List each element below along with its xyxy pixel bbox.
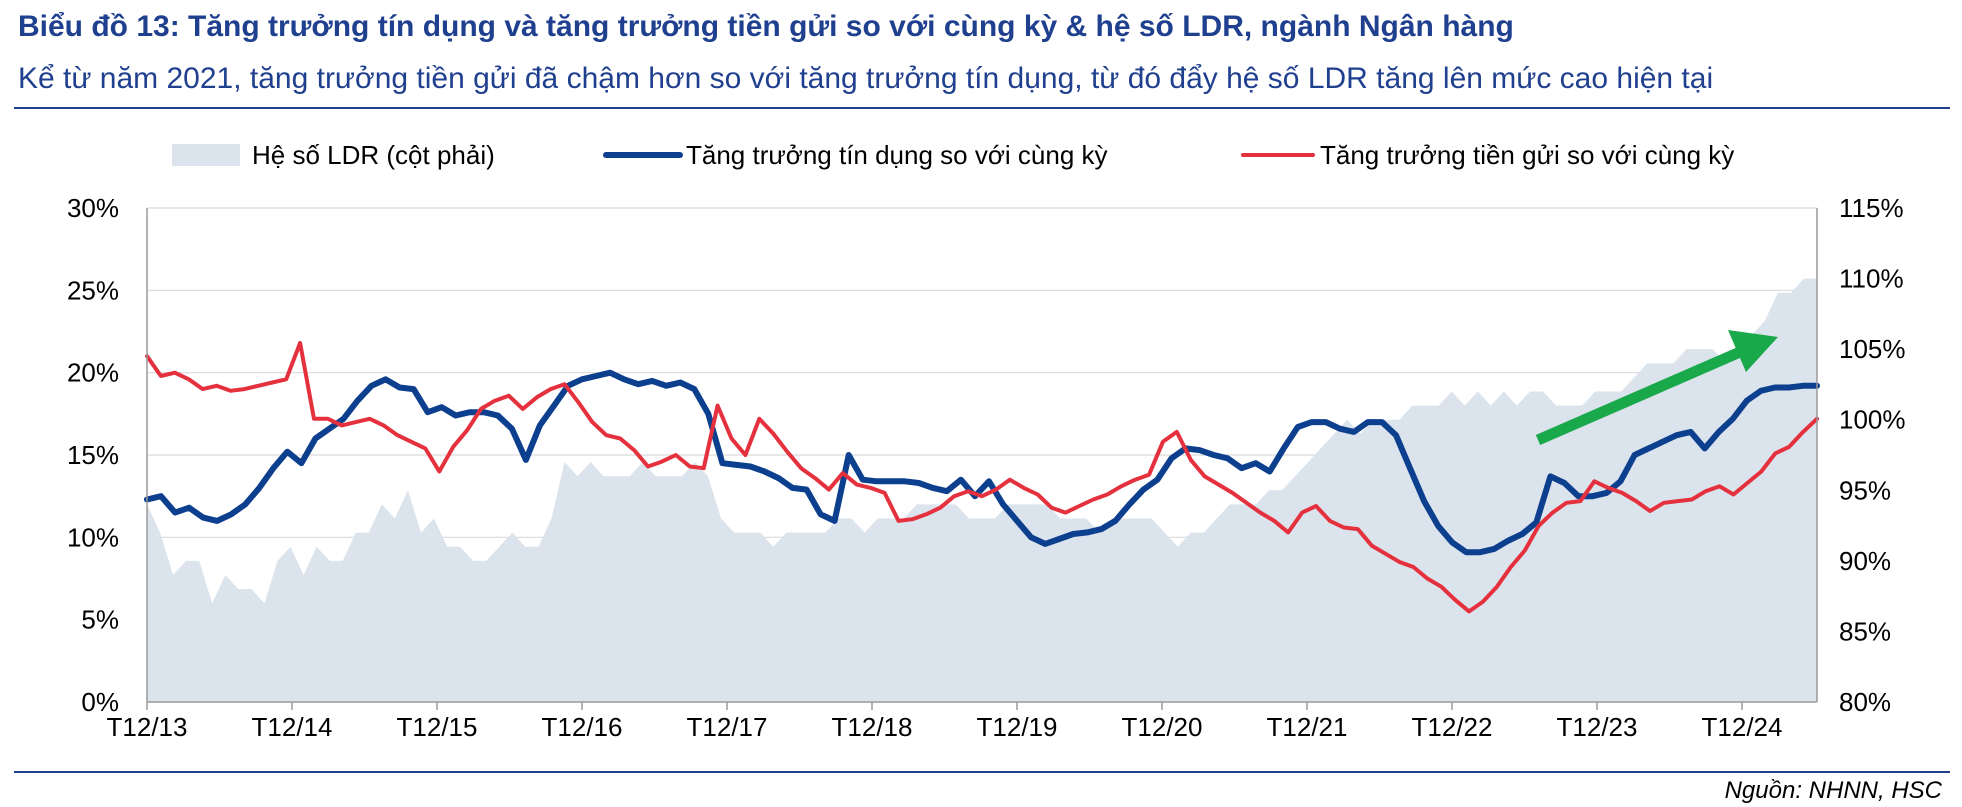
y-left-tick-label: 30% <box>67 193 119 223</box>
arrow-shaft <box>1535 346 1743 446</box>
trend-arrow <box>1535 330 1778 446</box>
x-tick-label: T12/18 <box>832 712 913 742</box>
legend: Hệ số LDR (cột phải) Tăng trưởng tín dụng… <box>172 140 1734 170</box>
x-tick-label: T12/16 <box>542 712 623 742</box>
x-tick-label: T12/22 <box>1412 712 1493 742</box>
x-tick-label: T12/19 <box>977 712 1058 742</box>
x-tick-label: T12/15 <box>397 712 478 742</box>
credit-growth-line <box>144 369 1820 556</box>
legend-ldr-label: Hệ số LDR (cột phải) <box>252 140 495 170</box>
y-right-tick-label: 85% <box>1839 616 1891 646</box>
deposit-growth-line <box>145 341 1819 614</box>
legend-credit-label: Tăng trưởng tín dụng so với cùng kỳ <box>686 140 1108 170</box>
x-tick-label: T12/14 <box>252 712 333 742</box>
y-right-tick-label: 100% <box>1839 405 1906 435</box>
legend-deposit-label: Tăng trưởng tiền gửi so với cùng kỳ <box>1320 140 1734 170</box>
y-left-tick-label: 10% <box>67 522 119 552</box>
top-divider <box>14 107 1950 109</box>
y-left-tick-label: 25% <box>67 275 119 305</box>
y-left-tick-label: 5% <box>81 605 119 635</box>
ldr-area-layer <box>147 278 1817 702</box>
x-tick-label: T12/21 <box>1267 712 1348 742</box>
legend-ldr-swatch <box>172 144 240 166</box>
y-right-tick-label: 80% <box>1839 687 1891 717</box>
chart-area: Hệ số LDR (cột phải) Tăng trưởng tín dụng… <box>67 140 1906 742</box>
x-tick-label: T12/20 <box>1122 712 1203 742</box>
x-tick-label: T12/13 <box>107 712 188 742</box>
ldr-area <box>147 278 1817 702</box>
x-tick-label: T12/17 <box>687 712 768 742</box>
y-left-tick-label: 0% <box>81 687 119 717</box>
arrow-head <box>1728 330 1778 372</box>
y-right-tick-label: 90% <box>1839 546 1891 576</box>
y-right-tick-label: 105% <box>1839 334 1906 364</box>
axes: 0% 5% 10% 15% 20% 25% 30% 80% 85% 90% 95% 100% 105% 1… <box>67 193 1906 742</box>
x-tick-label: T12/23 <box>1557 712 1638 742</box>
source-note: Nguồn: NHNN, HSC <box>1724 777 1942 804</box>
chart-title: Biểu đồ 13: Tăng trưởng tín dụng và tăng… <box>18 10 1514 43</box>
bottom-divider <box>14 771 1950 773</box>
chart-subtitle: Kể từ năm 2021, tăng trưởng tiền gửi đã … <box>18 62 1714 95</box>
y-right-tick-label: 115% <box>1839 193 1904 223</box>
y-left-tick-label: 15% <box>67 440 119 470</box>
y-left-tick-label: 20% <box>67 358 119 388</box>
x-tick-label: T12/24 <box>1702 712 1783 742</box>
y-right-tick-label: 110% <box>1839 264 1904 294</box>
line-layer <box>144 341 1820 614</box>
y-right-tick-label: 95% <box>1839 475 1891 505</box>
